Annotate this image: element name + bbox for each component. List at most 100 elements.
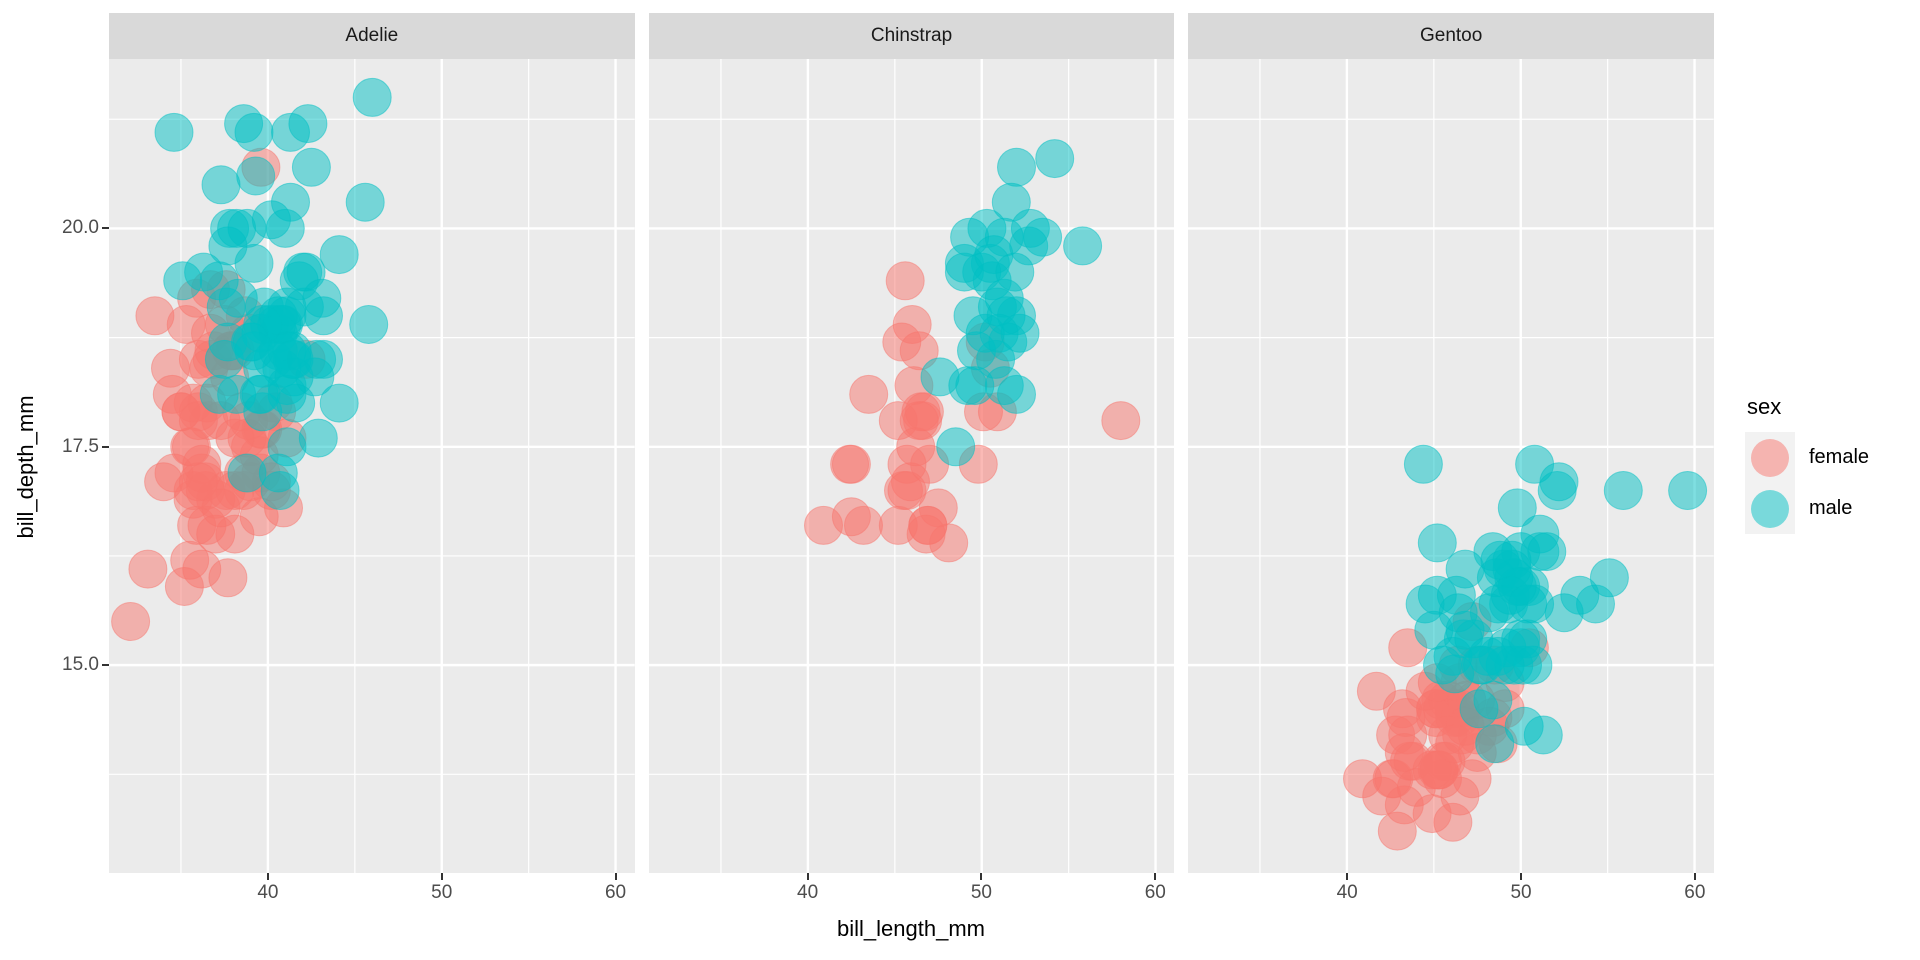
x-tick-mark — [614, 873, 617, 880]
legend-label: female — [1809, 446, 1870, 468]
data-point-male — [1668, 471, 1708, 510]
legend-entry-female: female — [1745, 432, 1920, 483]
data-point-male — [201, 165, 241, 205]
data-point-female — [887, 471, 927, 510]
x-tick-mark — [806, 873, 809, 880]
data-point-male — [208, 226, 248, 266]
x-tick-mark — [440, 873, 443, 880]
male-point-swatch-icon — [1751, 489, 1789, 528]
x-tick-label: 40 — [797, 882, 819, 903]
data-point-male — [1475, 724, 1515, 764]
y-tick-mark — [102, 664, 109, 667]
data-point-female — [111, 602, 151, 641]
data-point-female — [1378, 811, 1418, 851]
x-tick-mark — [1520, 873, 1523, 880]
x-tick-label: 60 — [1144, 882, 1166, 903]
data-point-male — [1404, 444, 1444, 484]
facet-strip-label: Gentoo — [1419, 25, 1483, 46]
data-point-male — [345, 182, 385, 222]
data-point-male — [949, 217, 989, 257]
x-tick-label: 60 — [1684, 882, 1706, 903]
y-axis-title: bill_depth_mm — [13, 395, 38, 539]
data-point-female — [1357, 671, 1397, 711]
data-point-female — [1452, 759, 1492, 799]
data-point-female — [1412, 794, 1452, 834]
legend-label: male — [1809, 497, 1853, 519]
data-point-female — [907, 505, 947, 545]
data-point-male — [920, 357, 960, 397]
data-point-female — [1100, 401, 1140, 441]
data-point-male — [935, 427, 975, 467]
data-point-male — [1405, 584, 1445, 624]
x-tick-label: 60 — [604, 882, 627, 903]
data-point-male — [352, 77, 392, 117]
data-point-male — [1508, 584, 1548, 624]
data-point-female — [178, 401, 218, 441]
data-point-male — [996, 374, 1036, 414]
legend: sex female male — [1745, 394, 1920, 534]
data-point-male — [965, 313, 1005, 353]
x-tick-mark — [1346, 873, 1349, 880]
legend-title: sex — [1747, 394, 1782, 419]
x-tick-label: 50 — [970, 882, 992, 903]
data-point-male — [1524, 715, 1564, 755]
data-point-female — [201, 488, 241, 528]
panel-gentoo — [1188, 59, 1714, 873]
data-point-male — [994, 252, 1034, 292]
data-point-male — [954, 366, 994, 406]
x-tick-mark — [980, 873, 983, 880]
panel-adelie — [109, 59, 635, 873]
facet-strip-label: Chinstrap — [870, 25, 953, 46]
data-point-male — [1527, 532, 1567, 572]
data-point-male — [234, 331, 274, 371]
female-point-swatch-icon — [1751, 438, 1789, 477]
data-point-male — [1590, 558, 1630, 598]
data-point-male — [154, 112, 194, 152]
data-point-female — [831, 497, 871, 537]
data-point-male — [218, 278, 258, 318]
panel-chinstrap — [648, 59, 1175, 873]
data-point-male — [199, 374, 239, 414]
data-point-male — [1560, 575, 1600, 615]
x-tick-label: 40 — [257, 882, 279, 903]
x-tick-mark — [1154, 873, 1157, 880]
facet-strip-gentoo: Gentoo — [1188, 13, 1714, 59]
x-tick-label: 50 — [431, 882, 453, 903]
y-tick-mark — [102, 445, 109, 448]
data-point-male — [1022, 217, 1062, 257]
data-point-male — [1604, 471, 1644, 510]
data-point-female — [135, 296, 175, 336]
facet-strip-label: Adelie — [345, 25, 399, 46]
data-point-male — [1418, 523, 1458, 563]
data-point-female — [899, 331, 939, 371]
data-point-male — [1468, 636, 1508, 676]
data-point-male — [1000, 313, 1040, 353]
x-tick-mark — [1693, 873, 1696, 880]
y-tick-label: 15.0 — [62, 654, 99, 676]
y-tick-label: 20.0 — [62, 217, 99, 239]
facet-strip-adelie: Adelie — [109, 13, 635, 59]
data-point-male — [258, 296, 298, 336]
data-point-male — [1445, 549, 1485, 589]
x-tick-label: 40 — [1336, 882, 1358, 903]
legend-entry-male: male — [1745, 483, 1920, 534]
x-tick-mark — [266, 873, 269, 880]
y-tick-label: 17.5 — [62, 435, 99, 457]
data-point-female — [128, 549, 168, 589]
legend-key — [1745, 432, 1795, 483]
data-point-male — [234, 112, 274, 152]
x-axis-title: bill_length_mm — [837, 916, 985, 941]
data-point-male — [243, 392, 283, 432]
data-point-female — [208, 558, 248, 598]
data-point-male — [184, 252, 224, 292]
data-point-male — [349, 305, 389, 344]
data-point-male — [302, 278, 342, 318]
data-point-male — [1034, 139, 1074, 179]
data-point-female — [178, 462, 218, 502]
data-point-male — [996, 147, 1036, 187]
data-point-female — [215, 418, 255, 458]
data-point-male — [251, 200, 291, 240]
legend-key — [1745, 483, 1795, 534]
data-point-male — [319, 235, 359, 275]
